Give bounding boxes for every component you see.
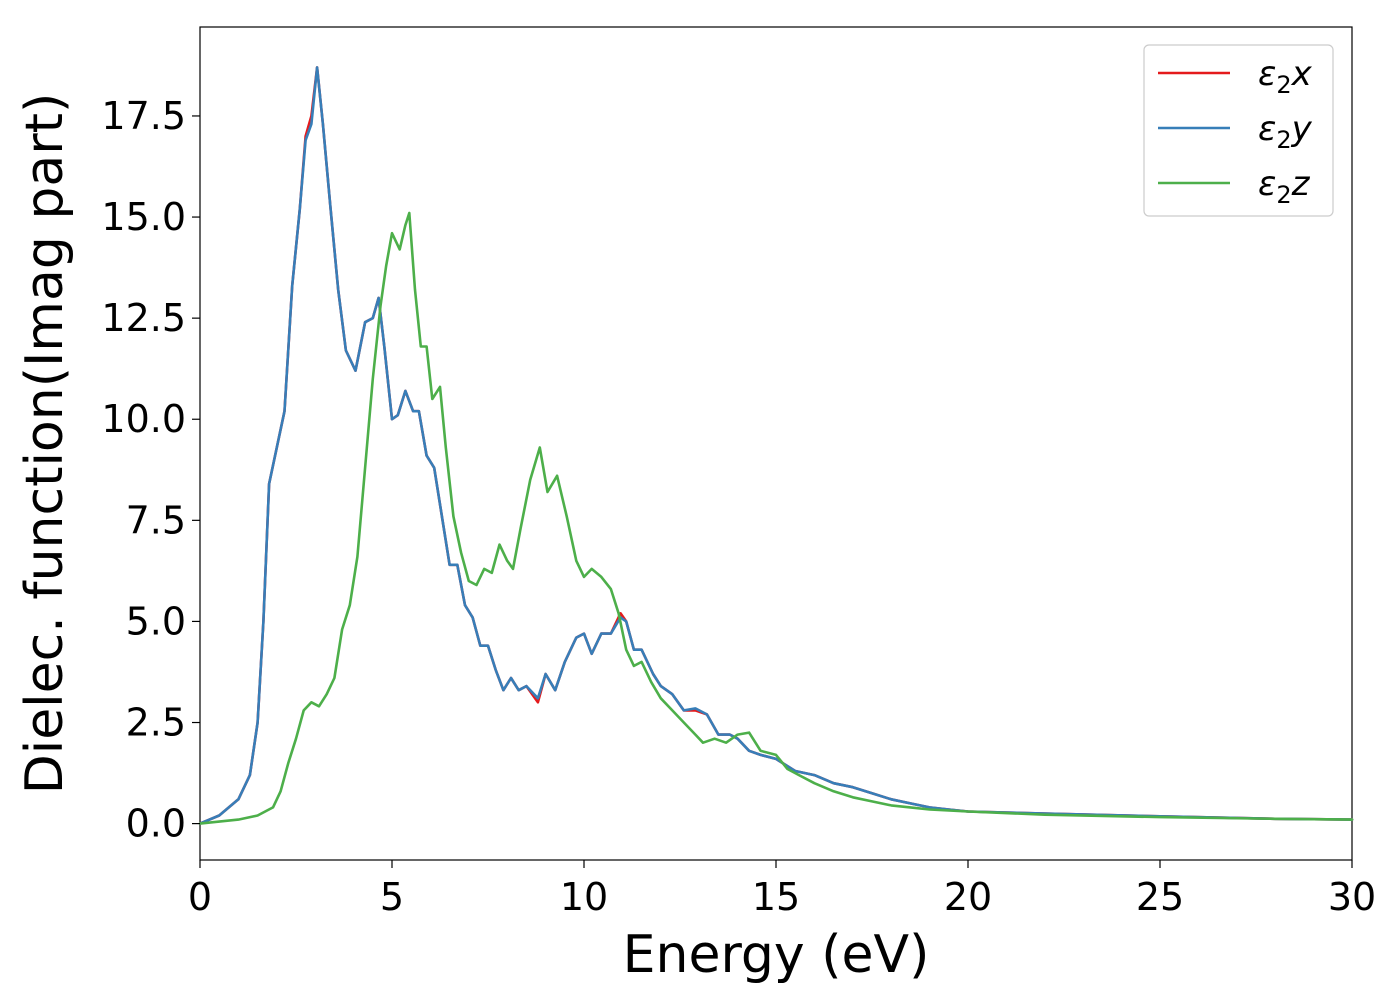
legend-label-base: ε	[1258, 109, 1276, 149]
x-tick-label: 0	[188, 875, 212, 919]
y-tick-label: 7.5	[126, 498, 186, 542]
legend-label-subscript: 2	[1276, 126, 1291, 154]
x-tick-label: 15	[752, 875, 800, 919]
legend-box	[1143, 44, 1334, 217]
x-tick-label: 30	[1328, 875, 1376, 919]
series-line-y	[198, 66, 1354, 825]
legend-label-axis: y	[1291, 109, 1313, 149]
x-tick-label: 20	[944, 875, 992, 919]
legend-label-subscript: 2	[1276, 71, 1291, 99]
legend-label-base: ε	[1258, 164, 1276, 204]
x-tick-label: 5	[380, 875, 404, 919]
x-tick-label: 25	[1136, 875, 1184, 919]
y-tick-label: 17.5	[101, 94, 186, 138]
x-axis: 0 5 10 15 20 25 30	[188, 860, 1376, 919]
legend-label-subscript: 2	[1276, 181, 1291, 209]
legend-label-axis: z	[1291, 164, 1311, 204]
legend-label-x: ε2x	[1258, 54, 1313, 99]
x-tick-label: 10	[560, 875, 608, 919]
y-tick-label: 2.5	[126, 701, 186, 745]
legend-label-y: ε2y	[1258, 109, 1313, 154]
y-tick-label: 5.0	[126, 599, 186, 643]
series-layer	[198, 66, 1354, 825]
series-line-z	[198, 211, 1354, 825]
y-tick-label: 12.5	[101, 296, 186, 340]
y-axis: 0.0 2.5 5.0 7.5 10.0 12.5 15.0 17.5	[101, 94, 200, 846]
legend-label-base: ε	[1258, 54, 1276, 94]
legend-label-axis: x	[1291, 54, 1313, 94]
y-tick-label: 15.0	[101, 195, 186, 239]
legend-label-z: ε2z	[1258, 164, 1311, 209]
x-axis-label: Energy (eV)	[623, 925, 930, 985]
y-axis-label: Dielec. function(Imag part)	[15, 93, 75, 795]
y-tick-label: 10.0	[101, 397, 186, 441]
y-tick-label: 0.0	[126, 802, 186, 846]
